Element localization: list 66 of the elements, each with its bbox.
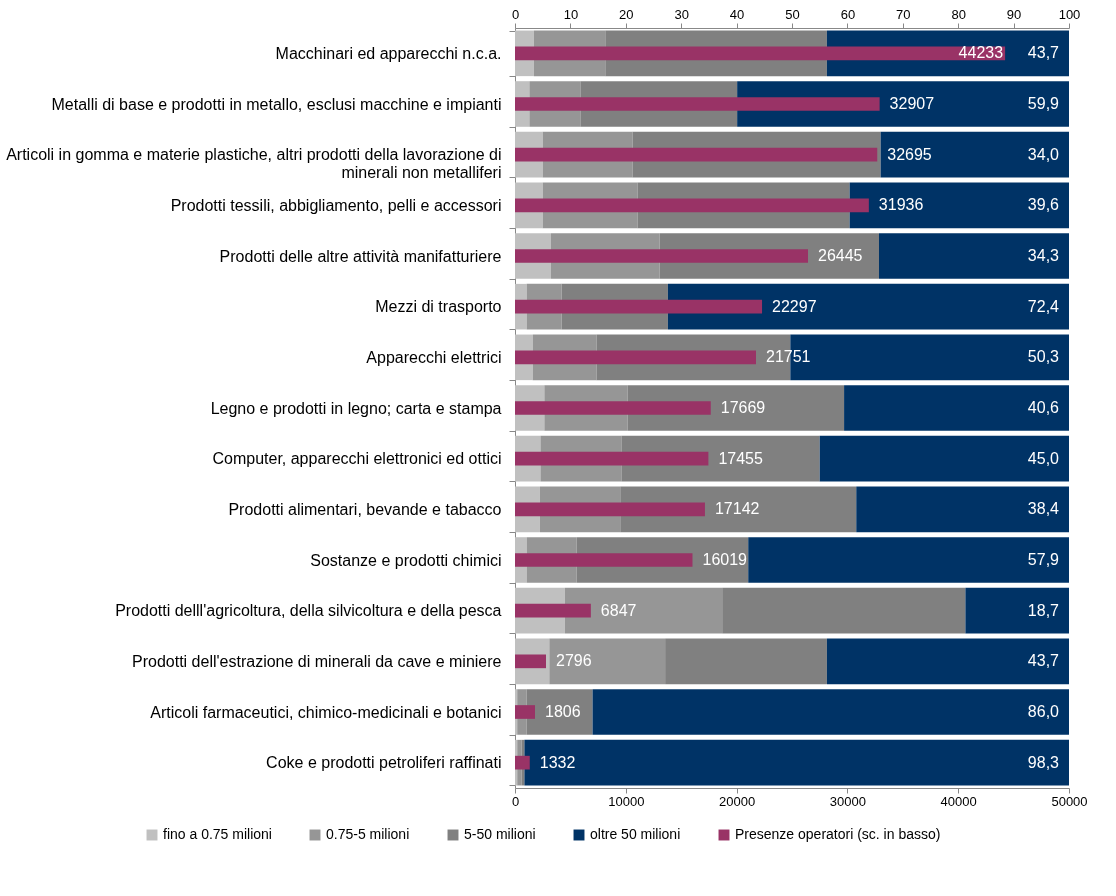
y-tick-label: Computer, apparecchi elettronici ed ottici <box>212 450 502 468</box>
data-label: 34,0 <box>1027 145 1060 163</box>
data-label: 72,4 <box>1027 297 1060 315</box>
y-tick-label: Coke e prodotti petroliferi raffinati <box>266 754 502 772</box>
data-label: 43,7 <box>1027 44 1060 62</box>
y-tick-label: Articoli in gomma e materie plastiche, altri prodotti della lavorazione di minerali non metalliferi <box>6 146 502 182</box>
legend-label: oltre 50 milioni <box>590 826 681 842</box>
data-label: 31936 <box>878 196 924 214</box>
data-label: 32907 <box>889 95 935 112</box>
x-tick-label: 50000 <box>1051 793 1088 809</box>
x2-tick-label: 20 <box>619 6 634 22</box>
data-label: 2796 <box>555 652 592 670</box>
data-label: 98,3 <box>1027 753 1060 771</box>
data-label: 43,7 <box>1027 652 1060 670</box>
data-label: 45,0 <box>1027 449 1060 467</box>
x2-tick-label: 10 <box>563 6 579 22</box>
x-tick-label: 0 <box>511 793 520 809</box>
data-label: 39,6 <box>1027 196 1060 214</box>
data-label: 86,0 <box>1027 703 1060 720</box>
data-label: 34,3 <box>1027 247 1060 264</box>
data-label: 38,4 <box>1027 500 1060 518</box>
legend-label: 5-50 milioni <box>464 826 536 842</box>
x-tick-label: 40000 <box>940 793 977 809</box>
legend-label: 0.75-5 milioni <box>326 826 410 842</box>
data-label: 17455 <box>718 449 763 467</box>
data-label: 26445 <box>818 247 863 264</box>
x2-tick-label: 0 <box>511 6 520 22</box>
data-label: 16019 <box>702 551 748 568</box>
x2-tick-label: 90 <box>1006 6 1022 22</box>
y-tick-label: Prodotti delll'agricoltura, della silvicoltura e della pesca <box>115 602 502 620</box>
data-label: 6847 <box>600 601 637 619</box>
x2-tick-label: 100 <box>1058 6 1081 22</box>
x2-tick-label: 50 <box>785 6 800 22</box>
data-label: 57,9 <box>1027 551 1060 568</box>
y-tick-label: Sostanze e prodotti chimici <box>310 551 502 569</box>
data-label: 17142 <box>714 500 760 518</box>
x-tick-label: 20000 <box>719 793 756 809</box>
x2-tick-label: 60 <box>840 6 856 22</box>
legend-label: fino a 0.75 milioni <box>163 826 272 842</box>
data-label: 1332 <box>539 753 576 771</box>
data-label: 18,7 <box>1027 601 1060 619</box>
data-label: 44233 <box>958 44 1004 62</box>
data-label: 50,3 <box>1027 348 1060 366</box>
data-label: 22297 <box>772 297 817 315</box>
x2-tick-label: 70 <box>896 6 911 22</box>
x2-tick-label: 80 <box>951 6 966 22</box>
y-tick-label: Prodotti alimentari, bevande e tabacco <box>228 500 502 518</box>
x-tick-label: 10000 <box>608 793 645 809</box>
y-tick-label: Metalli di base e prodotti in metallo, esclusi macchine e impianti <box>51 95 502 113</box>
x2-tick-label: 30 <box>674 6 689 22</box>
y-tick-label: Articoli farmaceutici, chimico-medicinali e botanici <box>150 703 502 721</box>
data-label: 32695 <box>887 145 932 163</box>
x2-tick-label: 40 <box>729 6 745 22</box>
y-tick-label: Prodotti dell'estrazione di minerali da cave e miniere <box>132 652 502 670</box>
legend-label: Presenze operatori (sc. in basso) <box>735 826 941 842</box>
data-label: 1806 <box>545 703 581 720</box>
y-tick-label: Mezzi di trasporto <box>375 298 502 316</box>
data-label: 59,9 <box>1027 95 1060 112</box>
y-tick-label: Macchinari ed apparecchi n.c.a. <box>275 44 502 62</box>
y-tick-label: Prodotti delle altre attività manifatturiere <box>219 247 502 265</box>
x-tick-label: 30000 <box>829 793 866 809</box>
y-tick-label: Apparecchi elettrici <box>366 348 502 366</box>
data-label: 40,6 <box>1027 399 1060 416</box>
y-tick-label: Legno e prodotti in legno; carta e stampa <box>210 399 502 417</box>
data-label: 17669 <box>720 399 766 416</box>
y-tick-label: Prodotti tessili, abbigliamento, pelli e accessori <box>170 196 502 214</box>
